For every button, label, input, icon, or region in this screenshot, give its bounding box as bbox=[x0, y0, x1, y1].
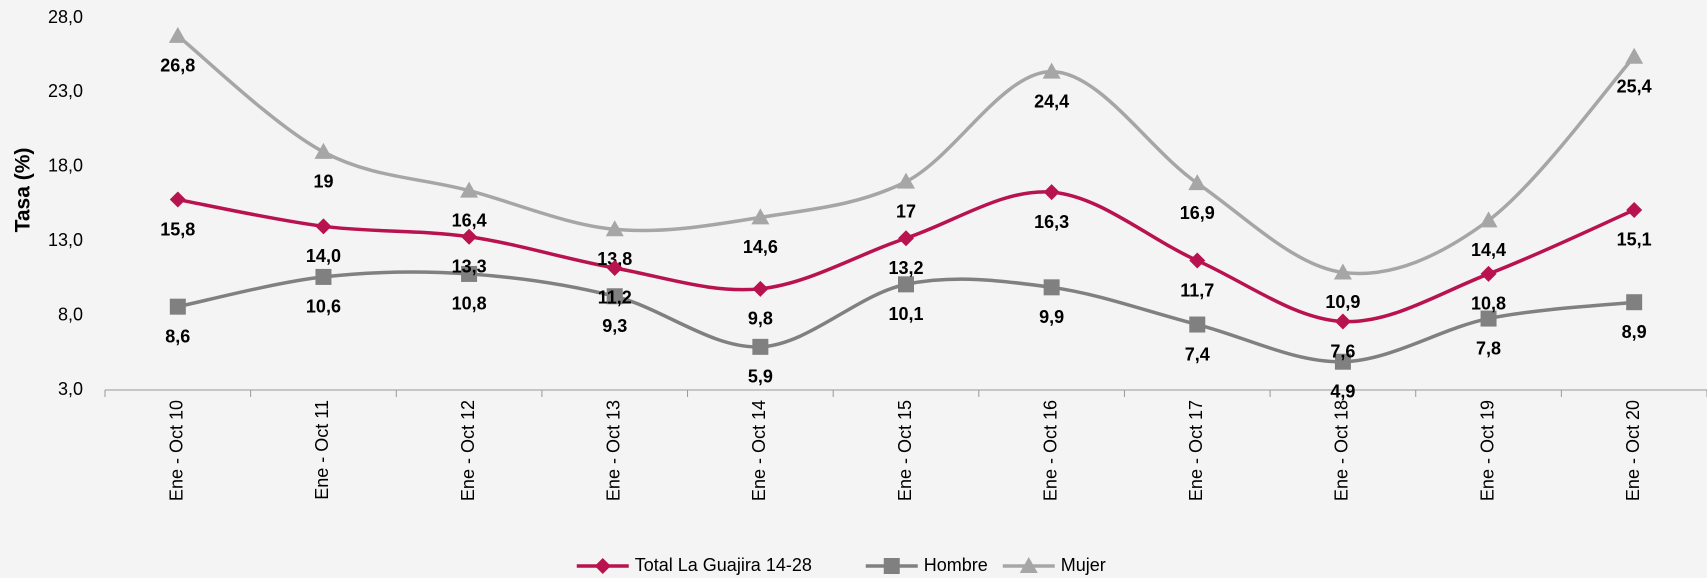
data-label: 4,9 bbox=[1330, 381, 1355, 401]
point bbox=[169, 298, 186, 315]
legend-label: Total La Guajira 14-28 bbox=[635, 555, 812, 575]
data-label: 8,9 bbox=[1622, 322, 1647, 342]
point bbox=[1334, 313, 1351, 330]
legend: Total La Guajira 14-28 Hombre Mujer bbox=[576, 555, 1106, 575]
point bbox=[606, 259, 623, 276]
x-tick-label: Ene - Oct 18 bbox=[1332, 400, 1352, 501]
x-tick-label: Ene - Oct 10 bbox=[167, 400, 187, 501]
data-label: 5,9 bbox=[748, 367, 773, 387]
data-label: 10,9 bbox=[1325, 292, 1360, 312]
data-label: 13,2 bbox=[888, 258, 923, 278]
data-label: 10,8 bbox=[1471, 294, 1506, 314]
data-label: 7,6 bbox=[1330, 341, 1355, 361]
point bbox=[898, 276, 914, 293]
y-tick-label: 18,0 bbox=[48, 156, 83, 176]
y-axis-title: Tasa (%) bbox=[12, 148, 35, 233]
data-label: 24,4 bbox=[1034, 91, 1069, 111]
data-label: 25,4 bbox=[1617, 76, 1652, 96]
data-label: 9,3 bbox=[602, 316, 627, 336]
data-label: 16,4 bbox=[452, 210, 487, 230]
data-label: 11,7 bbox=[1180, 280, 1214, 300]
point bbox=[1479, 211, 1498, 228]
legend-marker bbox=[594, 558, 611, 574]
x-tick-label: Ene - Oct 11 bbox=[312, 400, 332, 500]
data-label: 17 bbox=[896, 201, 916, 221]
point bbox=[1043, 184, 1060, 201]
y-tick-label: 28,0 bbox=[48, 7, 83, 27]
point bbox=[1626, 201, 1643, 218]
legend-marker bbox=[883, 558, 900, 574]
data-label: 15,1 bbox=[1617, 230, 1652, 250]
x-tick-label: Ene - Oct 20 bbox=[1623, 400, 1643, 501]
x-tick-label: Ene - Oct 19 bbox=[1477, 400, 1497, 501]
point bbox=[168, 26, 187, 43]
data-label: 10,6 bbox=[306, 297, 341, 317]
data-label: 9,9 bbox=[1039, 307, 1064, 327]
point bbox=[169, 191, 186, 208]
data-label: 11,2 bbox=[598, 288, 632, 308]
data-label: 16,9 bbox=[1180, 203, 1215, 223]
legend-label: Hombre bbox=[924, 555, 988, 575]
x-tick-label: Ene - Oct 14 bbox=[749, 400, 769, 501]
point bbox=[1189, 252, 1206, 269]
y-tick-label: 13,0 bbox=[48, 230, 83, 250]
data-label: 19 bbox=[313, 172, 333, 192]
point bbox=[1480, 310, 1497, 327]
data-label: 7,8 bbox=[1476, 338, 1501, 358]
point bbox=[1480, 265, 1497, 282]
y-tick-label: 3,0 bbox=[58, 379, 83, 399]
data-label: 14,4 bbox=[1471, 240, 1506, 260]
point bbox=[1188, 174, 1207, 191]
legend-marker bbox=[1019, 557, 1038, 573]
point bbox=[752, 338, 769, 355]
point bbox=[605, 220, 624, 237]
data-label: 9,8 bbox=[748, 309, 773, 329]
data-label: 16,3 bbox=[1034, 212, 1069, 232]
x-tick-label: Ene - Oct 15 bbox=[895, 400, 915, 501]
data-label: 15,8 bbox=[160, 219, 195, 239]
point bbox=[460, 181, 479, 198]
point bbox=[315, 218, 332, 235]
data-label: 7,4 bbox=[1185, 344, 1210, 364]
point bbox=[314, 142, 333, 159]
point bbox=[752, 280, 769, 297]
x-tick-label: Ene - Oct 13 bbox=[603, 400, 623, 501]
y-tick-label: 8,0 bbox=[58, 304, 83, 324]
data-label: 10,8 bbox=[452, 294, 487, 314]
x-tick-label: Ene - Oct 17 bbox=[1186, 400, 1206, 501]
point bbox=[1043, 279, 1060, 296]
data-label: 10,1 bbox=[888, 304, 923, 324]
point bbox=[461, 228, 478, 245]
point bbox=[898, 230, 914, 247]
point bbox=[1189, 316, 1206, 333]
data-label: 13,3 bbox=[452, 256, 487, 276]
series-line bbox=[176, 34, 1636, 276]
data-label: 13,8 bbox=[597, 249, 632, 269]
point bbox=[897, 172, 915, 189]
data-label: 26,8 bbox=[160, 56, 195, 76]
point bbox=[315, 268, 332, 285]
data-label: 14,6 bbox=[743, 237, 778, 257]
legend-label: Mujer bbox=[1061, 555, 1106, 575]
y-tick-label: 23,0 bbox=[48, 81, 83, 101]
point bbox=[461, 265, 478, 282]
data-label: 8,6 bbox=[165, 326, 190, 346]
point bbox=[1333, 263, 1352, 280]
data-label: 14,0 bbox=[306, 246, 341, 266]
point bbox=[751, 208, 770, 225]
point bbox=[606, 288, 623, 305]
point bbox=[1042, 62, 1061, 79]
x-tick-label: Ene - Oct 12 bbox=[458, 400, 478, 501]
point bbox=[1625, 47, 1644, 64]
point bbox=[1334, 353, 1351, 370]
point bbox=[1626, 294, 1643, 311]
x-tick-label: Ene - Oct 16 bbox=[1040, 400, 1060, 501]
